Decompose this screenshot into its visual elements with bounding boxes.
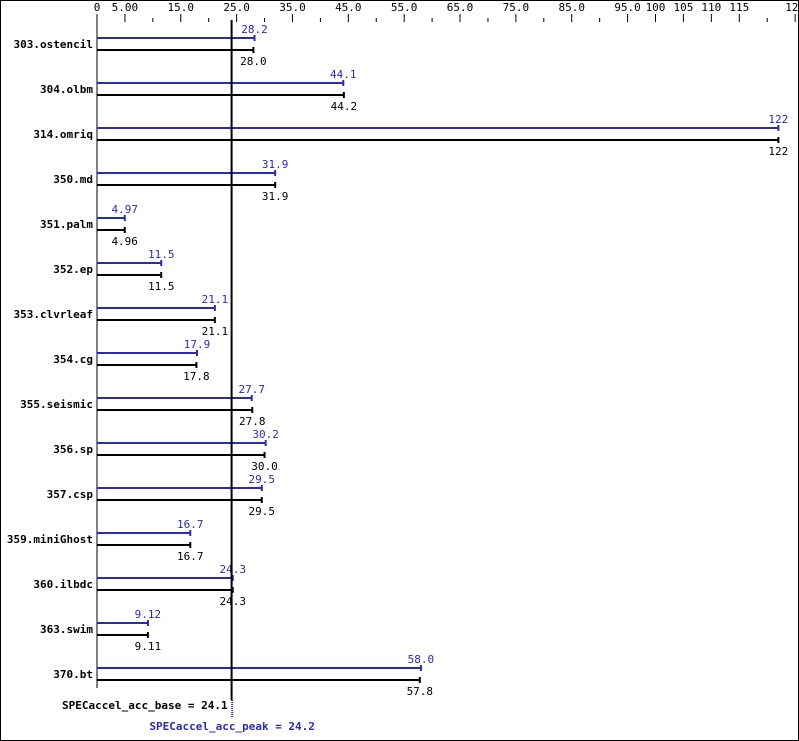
peak-value-label: 16.7 bbox=[177, 518, 204, 531]
tick-label: 95.0 bbox=[614, 1, 641, 14]
tick-label: 65.0 bbox=[447, 1, 474, 14]
base-value-label: 11.5 bbox=[148, 280, 175, 293]
peak-value-label: 27.7 bbox=[238, 383, 265, 396]
tick-label: 125 bbox=[785, 1, 799, 14]
category-label: 359.miniGhost bbox=[7, 533, 93, 546]
peak-value-label: 17.9 bbox=[184, 338, 211, 351]
base-value-label: 44.2 bbox=[331, 100, 358, 113]
base-value-label: 31.9 bbox=[262, 190, 289, 203]
tick-label: 115 bbox=[729, 1, 749, 14]
base-value-label: 4.96 bbox=[111, 235, 138, 248]
category-label: 357.csp bbox=[47, 488, 94, 501]
category-label: 352.ep bbox=[53, 263, 93, 276]
peak-value-label: 58.0 bbox=[408, 653, 435, 666]
category-label: 304.olbm bbox=[40, 83, 93, 96]
peak-value-label: 28.2 bbox=[241, 23, 268, 36]
category-label: 351.palm bbox=[40, 218, 93, 231]
base-value-label: 27.8 bbox=[239, 415, 266, 428]
tick-label: 85.0 bbox=[558, 1, 585, 14]
base-value-label: 21.1 bbox=[202, 325, 229, 338]
tick-label: 105 bbox=[673, 1, 693, 14]
base-value-label: 24.3 bbox=[219, 595, 246, 608]
tick-label: 75.0 bbox=[503, 1, 530, 14]
base-value-label: 122 bbox=[768, 145, 788, 158]
category-label: 370.bt bbox=[53, 668, 93, 681]
tick-label: 5.00 bbox=[112, 1, 139, 14]
tick-label: 0 bbox=[94, 1, 101, 14]
peak-value-label: 24.3 bbox=[219, 563, 246, 576]
peak-value-label: 9.12 bbox=[135, 608, 162, 621]
peak-value-label: 4.97 bbox=[112, 203, 139, 216]
base-reference-label: SPECaccel_acc_base = 24.1 bbox=[62, 699, 228, 712]
tick-label: 100 bbox=[646, 1, 666, 14]
peak-value-label: 122 bbox=[768, 113, 788, 126]
category-label: 314.omriq bbox=[33, 128, 93, 141]
peak-reference-label: SPECaccel_acc_peak = 24.2 bbox=[149, 720, 315, 733]
tick-label: 35.0 bbox=[279, 1, 306, 14]
base-value-label: 29.5 bbox=[249, 505, 276, 518]
category-label: 303.ostencil bbox=[14, 38, 93, 51]
base-value-label: 17.8 bbox=[183, 370, 210, 383]
peak-value-label: 11.5 bbox=[148, 248, 175, 261]
base-value-label: 57.8 bbox=[407, 685, 434, 698]
category-label: 350.md bbox=[53, 173, 93, 186]
peak-value-label: 29.5 bbox=[249, 473, 276, 486]
tick-label: 25.0 bbox=[223, 1, 250, 14]
base-value-label: 28.0 bbox=[240, 55, 267, 68]
tick-label: 55.0 bbox=[391, 1, 418, 14]
category-label: 363.swim bbox=[40, 623, 93, 636]
peak-value-label: 30.2 bbox=[252, 428, 279, 441]
base-value-label: 30.0 bbox=[251, 460, 278, 473]
peak-value-label: 21.1 bbox=[202, 293, 229, 306]
base-value-label: 16.7 bbox=[177, 550, 204, 563]
tick-label: 45.0 bbox=[335, 1, 362, 14]
peak-value-label: 44.1 bbox=[330, 68, 357, 81]
category-label: 354.cg bbox=[53, 353, 93, 366]
category-label: 353.clvrleaf bbox=[14, 308, 93, 321]
category-label: 355.seismic bbox=[20, 398, 93, 411]
tick-label: 110 bbox=[701, 1, 721, 14]
category-label: 360.ilbdc bbox=[33, 578, 93, 591]
base-value-label: 9.11 bbox=[135, 640, 162, 653]
tick-label: 15.0 bbox=[168, 1, 195, 14]
peak-value-label: 31.9 bbox=[262, 158, 289, 171]
category-label: 356.sp bbox=[53, 443, 93, 456]
